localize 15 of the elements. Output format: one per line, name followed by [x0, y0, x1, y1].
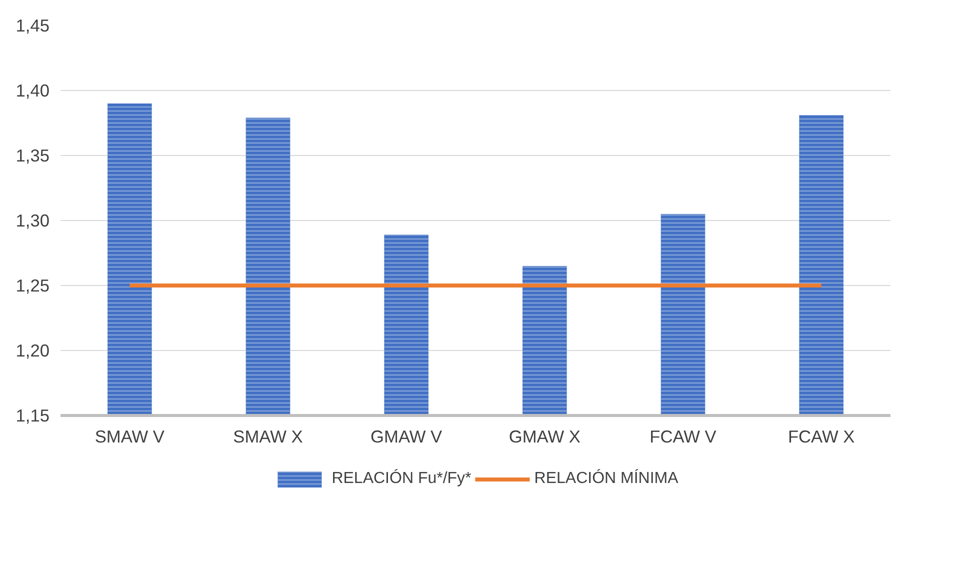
y-tick-label: 1,30: [16, 210, 50, 230]
legend-label: RELACIÓN MÍNIMA: [534, 470, 678, 488]
x-tick-label: FCAW X: [788, 426, 856, 446]
y-tick-label: 1,20: [16, 340, 50, 360]
legend-label: RELACIÓN Fu*/Fy*: [332, 470, 472, 488]
x-tick-label: GMAW X: [508, 426, 581, 446]
y-tick-label: 1,25: [16, 276, 50, 296]
x-tick-label: FCAW V: [650, 426, 717, 446]
x-tick-label: SMAW X: [233, 426, 304, 446]
y-tick-label: 1,15: [16, 406, 50, 426]
y-tick-label: 1,35: [16, 146, 50, 166]
y-tick-label: 1,40: [16, 80, 50, 100]
x-tick-label: SMAW V: [94, 426, 165, 446]
y-tick-label: 1,45: [16, 16, 50, 36]
x-tick-label: GMAW V: [370, 426, 443, 446]
